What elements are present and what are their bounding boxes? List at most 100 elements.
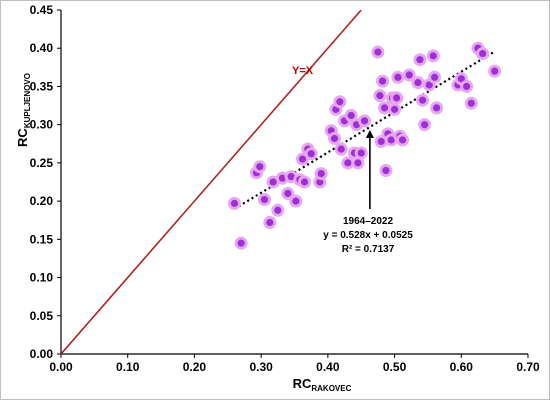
data-point-marker: [337, 145, 345, 153]
data-point-marker: [491, 67, 499, 75]
data-point: [234, 236, 248, 250]
data-point-marker: [284, 189, 292, 198]
data-point: [379, 164, 393, 178]
data-point-marker: [398, 136, 407, 144]
data-point-marker: [376, 92, 384, 100]
data-point: [460, 79, 474, 93]
data-point: [298, 175, 312, 189]
data-point-marker: [457, 75, 465, 83]
data-point-marker: [394, 73, 402, 81]
data-point: [464, 96, 478, 110]
data-point-marker: [316, 178, 324, 186]
data-point: [416, 93, 430, 107]
x-axis-title: RCRAKOVEC: [293, 376, 352, 393]
data-point-marker: [382, 166, 390, 175]
data-point-marker: [237, 239, 245, 247]
data-point: [263, 216, 277, 230]
y-tick-label: 0.35: [30, 79, 54, 93]
identity-line: [61, 10, 362, 354]
annotation-arrow: [365, 129, 374, 209]
data-point-marker: [336, 98, 344, 106]
data-points: [227, 41, 502, 250]
data-point: [304, 147, 318, 161]
data-point-marker: [344, 159, 352, 167]
data-point-marker: [360, 117, 369, 125]
x-tick-label: 0.00: [49, 360, 73, 374]
data-point: [314, 167, 328, 181]
data-point-marker: [479, 49, 487, 58]
identity-line-label: Y=X: [292, 65, 314, 77]
data-point: [351, 156, 365, 170]
data-point: [253, 160, 267, 174]
data-point-marker: [425, 81, 433, 89]
data-point-marker: [287, 173, 295, 181]
y-axis-title-main: RC: [15, 128, 30, 147]
data-point: [289, 194, 303, 208]
y-tick-label: 0.25: [30, 156, 54, 170]
x-tick-label: 0.10: [116, 360, 140, 374]
y-tick-label: 0.00: [30, 347, 54, 361]
data-point: [271, 203, 285, 217]
data-point: [328, 131, 342, 145]
data-point: [391, 70, 405, 84]
data-point-marker: [380, 104, 389, 112]
data-point-marker: [467, 99, 475, 107]
data-point: [378, 101, 392, 115]
data-point-marker: [374, 48, 382, 56]
data-point-marker: [429, 52, 437, 60]
data-point: [476, 47, 490, 61]
data-point-marker: [433, 104, 441, 112]
data-point-marker: [298, 155, 307, 163]
y-axis-title: RCKUPLJENOVO: [15, 73, 32, 147]
x-tick-label: 0.30: [249, 360, 273, 374]
y-tick-label: 0.20: [30, 194, 54, 208]
data-point-marker: [292, 197, 300, 205]
data-point-marker: [416, 56, 424, 64]
y-tick-label: 0.30: [30, 118, 54, 132]
data-point-marker: [420, 121, 429, 129]
data-point: [358, 114, 372, 128]
x-tick-label: 0.60: [450, 360, 474, 374]
data-point-marker: [352, 121, 361, 129]
data-point: [390, 91, 404, 105]
y-tick-label: 0.40: [30, 41, 54, 55]
tick-labels: 0.00 0.10 0.20 0.30 0.40 0.50 0.60 0.70 0.00 0.05…: [30, 3, 540, 374]
data-point: [418, 118, 432, 132]
data-point: [373, 89, 387, 103]
data-point-marker: [405, 71, 413, 79]
data-point-marker: [378, 77, 387, 85]
axes: [57, 9, 529, 358]
data-point-marker: [431, 73, 439, 81]
x-axis-title-sub: RAKOVEC: [311, 384, 351, 393]
y-tick-label: 0.15: [30, 232, 54, 246]
y-tick-label: 0.10: [30, 271, 54, 285]
data-point-marker: [377, 137, 385, 146]
data-point: [413, 53, 427, 67]
data-point-marker: [278, 174, 287, 182]
y-tick-label: 0.05: [30, 309, 54, 323]
x-tick-label: 0.50: [383, 360, 407, 374]
data-point-marker: [274, 206, 282, 214]
annotation-equation: y = 0.528x + 0.0525: [323, 230, 413, 241]
data-point-marker: [269, 178, 277, 186]
data-point: [402, 68, 416, 82]
data-point-marker: [463, 82, 471, 91]
data-point: [430, 101, 444, 115]
x-axis-title-main: RC: [293, 376, 312, 391]
data-point-marker: [330, 134, 339, 143]
data-point-marker: [230, 199, 239, 208]
data-point: [341, 156, 355, 170]
data-point-marker: [357, 149, 365, 157]
data-point-marker: [387, 136, 395, 144]
data-point-marker: [390, 105, 399, 113]
data-point: [334, 142, 348, 156]
data-point-marker: [300, 178, 309, 186]
annotation-period: 1964–2022: [343, 216, 393, 227]
data-point: [388, 102, 402, 116]
x-tick-label: 0.20: [183, 360, 207, 374]
annotation-arrow-head: [365, 129, 374, 138]
annotation-r2: R² = 0.7137: [342, 244, 395, 255]
data-point-marker: [392, 94, 401, 102]
